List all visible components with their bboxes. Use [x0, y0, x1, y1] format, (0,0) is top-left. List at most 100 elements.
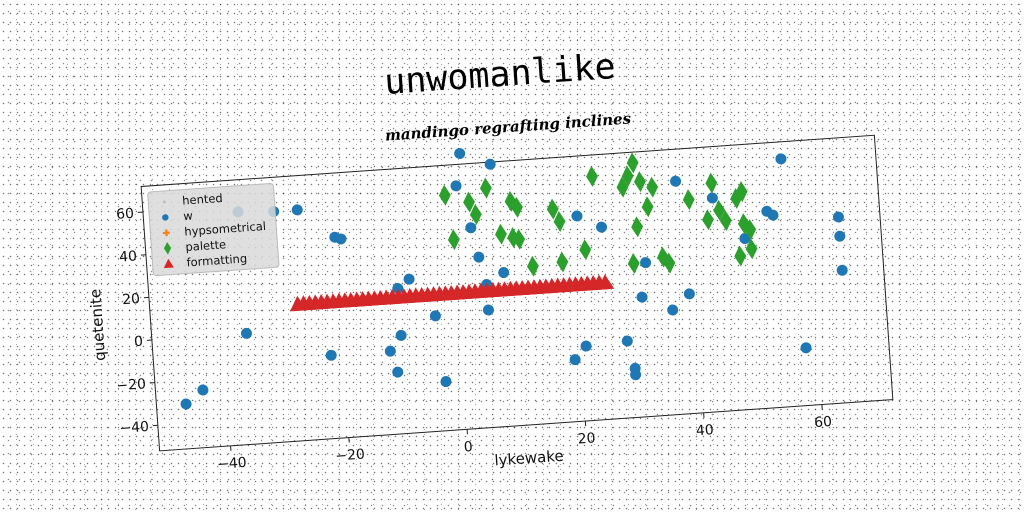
point-w — [667, 304, 679, 316]
point-palette — [633, 171, 646, 193]
chart-title: unwomanlike — [383, 47, 617, 103]
point-palette — [702, 209, 714, 231]
point-w — [384, 345, 396, 357]
series-formatting — [290, 274, 615, 312]
point-w — [395, 329, 407, 341]
chart-subtitle: mandingo regrafting inclines — [384, 109, 632, 144]
point-w — [683, 288, 695, 300]
legend-label-hented: hented — [182, 191, 223, 208]
point-palette — [553, 211, 566, 232]
legend-marker-hented — [162, 200, 166, 204]
y-tick-label: −20 — [116, 376, 147, 394]
point-palette — [616, 176, 629, 198]
y-tick-label: 20 — [122, 291, 141, 308]
point-w — [325, 349, 337, 361]
point-palette — [735, 181, 748, 203]
point-w — [392, 366, 404, 378]
point-palette — [745, 238, 758, 260]
point-palette — [546, 198, 559, 220]
point-w — [670, 175, 682, 187]
point-palette — [463, 191, 475, 213]
point-w — [775, 153, 787, 165]
point-w — [291, 204, 303, 216]
x-tick-label: −40 — [217, 455, 248, 473]
point-palette — [641, 196, 654, 218]
legend-box — [147, 182, 280, 277]
point-palette — [626, 152, 639, 174]
point-palette — [579, 239, 592, 261]
y-tick-label: 40 — [119, 248, 138, 265]
point-palette — [713, 199, 726, 221]
legend-marker-palette — [163, 242, 172, 255]
point-w — [450, 180, 462, 192]
x-tick-label: 20 — [577, 430, 596, 447]
x-tick-label: 60 — [814, 414, 833, 431]
point-palette — [438, 184, 451, 206]
point-w — [571, 210, 583, 222]
point-w — [636, 291, 648, 303]
point-w — [630, 369, 642, 381]
point-w — [429, 310, 441, 322]
point-w — [596, 221, 608, 233]
legend-label-hypsometrical: hypsometrical — [184, 219, 266, 239]
point-palette — [705, 172, 718, 194]
point-w — [834, 230, 846, 242]
point-w — [832, 211, 844, 223]
legend-marker-hypsometrical — [163, 229, 170, 237]
data-marks — [180, 148, 848, 410]
x-tick-label: 40 — [695, 422, 714, 439]
point-w — [836, 264, 848, 276]
point-w — [473, 251, 485, 263]
point-palette — [719, 210, 732, 232]
point-palette — [586, 165, 598, 187]
x-tick-label: −20 — [335, 447, 366, 465]
point-formatting — [597, 274, 615, 290]
legend-marker-formatting — [163, 258, 174, 269]
legend-label-w: w — [183, 208, 193, 223]
legend-marker-w — [162, 214, 169, 221]
point-palette — [682, 189, 695, 211]
point-w — [482, 304, 494, 316]
point-w — [498, 267, 510, 279]
legend-label-formatting: formatting — [186, 251, 248, 269]
plot-frame — [140, 134, 894, 452]
point-palette — [663, 252, 676, 274]
y-tick-label: 60 — [116, 206, 135, 223]
point-w — [706, 192, 718, 204]
point-w — [392, 283, 404, 295]
point-w — [621, 335, 633, 347]
legend-label-palette: palette — [185, 237, 227, 254]
point-w — [440, 376, 452, 388]
point-w — [403, 273, 415, 285]
point-w — [240, 327, 252, 339]
point-palette — [469, 204, 482, 225]
point-palette — [734, 245, 747, 267]
point-w — [767, 209, 779, 221]
point-palette — [744, 219, 757, 241]
x-tick-label: 0 — [463, 439, 473, 456]
point-w — [580, 340, 592, 352]
point-palette — [495, 223, 507, 245]
point-w — [739, 233, 751, 245]
plot-area: −40 −20 0 20 40 60 −40 −20 0 20 40 60 lykewake quet… — [86, 134, 894, 473]
point-palette — [646, 176, 659, 198]
point-w — [569, 354, 581, 366]
point-w — [335, 233, 347, 245]
axis-ticks: −40 −20 0 20 40 60 −40 −20 0 20 40 60 — [116, 206, 833, 473]
point-palette — [730, 187, 743, 209]
point-palette — [556, 251, 569, 273]
point-w — [454, 148, 466, 160]
series-palette — [438, 152, 758, 277]
point-palette — [447, 229, 460, 251]
point-palette — [527, 255, 539, 277]
point-palette — [479, 177, 492, 199]
point-palette — [513, 228, 526, 250]
point-palette — [631, 216, 644, 238]
point-w — [180, 398, 192, 410]
y-tick-label: −40 — [119, 419, 150, 437]
point-palette — [627, 252, 640, 274]
x-axis-label: lykewake — [494, 447, 564, 470]
point-w — [640, 257, 652, 269]
